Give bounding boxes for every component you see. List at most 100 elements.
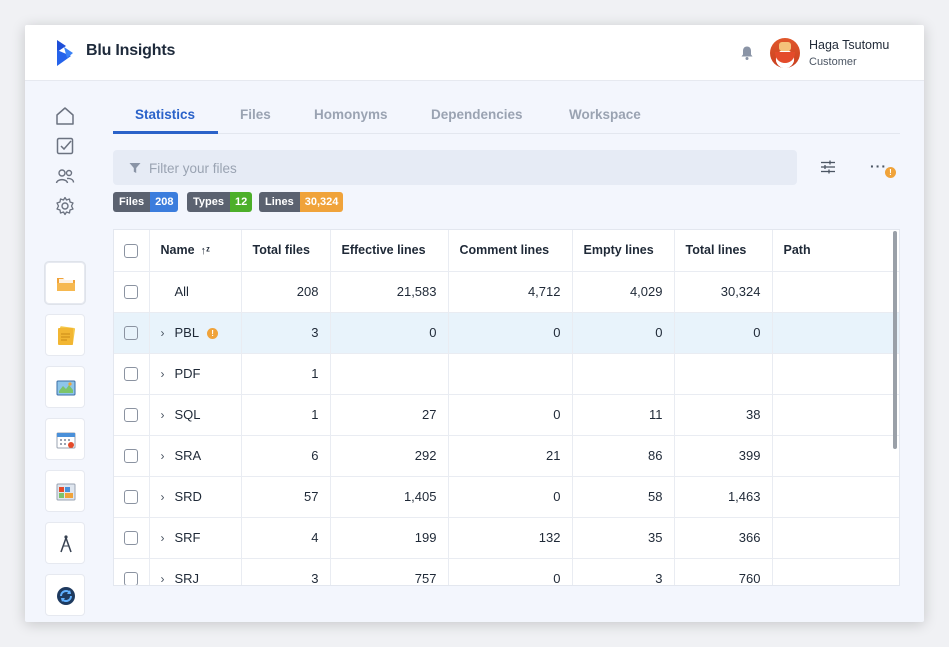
cell-effective-lines: 0 [330,312,449,354]
column-header-effective-lines[interactable]: Effective lines [330,230,449,272]
row-checkbox[interactable] [124,326,139,341]
row-name: SRD [174,489,202,504]
lines-badge-value: 30,324 [299,192,344,212]
row-checkbox[interactable] [124,449,139,464]
table-row[interactable]: All 208 21,583 4,712 4,029 30,324 [114,271,899,313]
cell-total-files: 1 [241,353,331,395]
tasks-check-icon[interactable] [54,135,76,157]
filter-files-input[interactable] [149,157,749,179]
table-row[interactable]: › SRF 4 199 132 35 366 [114,517,899,559]
row-checkbox[interactable] [124,408,139,423]
chevron-right-icon[interactable]: › [160,572,165,586]
chevron-right-icon[interactable]: › [160,490,165,504]
more-warning-badge: ! [885,167,896,178]
cell-path [772,558,899,585]
filter-settings-sliders-icon[interactable] [819,158,837,176]
column-header-empty-lines[interactable]: Empty lines [572,230,675,272]
top-header: Blu Insights Haga Tsutomu Customer [25,25,924,81]
cell-total-lines: 38 [674,394,773,436]
app-tile-calendar[interactable] [45,418,85,460]
cell-comment-lines: 21 [448,435,573,477]
tab-dependencies[interactable]: Dependencies [431,107,523,122]
tab-workspace[interactable]: Workspace [569,107,641,122]
chevron-right-icon[interactable]: › [160,449,165,463]
cell-empty-lines [572,353,675,395]
table-scrollbar[interactable] [893,231,897,449]
home-icon[interactable] [54,105,76,127]
blu-insights-logo-icon[interactable] [55,39,77,67]
cell-empty-lines: 4,029 [572,271,675,313]
tab-statistics[interactable]: Statistics [135,107,196,122]
cell-empty-lines: 35 [572,517,675,559]
app-tile-dashboard[interactable] [45,470,85,512]
cell-comment-lines: 0 [448,558,573,585]
cell-effective-lines: 21,583 [330,271,449,313]
tab-homonyms[interactable]: Homonyms [314,107,388,122]
app-tile-map[interactable] [45,366,85,408]
row-name: SRJ [174,571,200,586]
chevron-right-icon[interactable]: › [160,367,165,381]
cell-effective-lines: 27 [330,394,449,436]
column-header-total-files[interactable]: Total files [241,230,331,272]
settings-gear-icon[interactable] [54,195,76,217]
row-checkbox[interactable] [124,285,139,300]
types-badge-value: 12 [229,192,253,212]
app-tile-sync[interactable] [45,574,85,616]
tab-files[interactable]: Files [240,107,271,122]
row-select-cell [114,271,150,313]
warning-icon[interactable]: ! [207,328,219,339]
cell-total-lines: 760 [674,558,773,585]
cell-effective-lines: 292 [330,435,449,477]
cell-comment-lines: 132 [448,517,573,559]
cell-empty-lines: 11 [572,394,675,436]
cell-path [772,353,899,395]
more-dots-icon: ··· [870,158,887,174]
lines-badge-label: Lines of code [259,192,300,212]
row-select-cell [114,312,150,354]
row-checkbox[interactable] [124,490,139,505]
chevron-right-icon[interactable]: › [160,531,165,545]
avatar-bowl [775,52,795,63]
table-row[interactable]: › PDF 1 [114,353,899,395]
cell-empty-lines: 0 [572,312,675,354]
row-select-cell [114,353,150,395]
row-checkbox[interactable] [124,531,139,546]
column-header-name[interactable]: Name ↑ᶻ [149,230,242,272]
row-select-cell [114,517,150,559]
row-checkbox[interactable] [124,572,139,585]
app-tile-folder[interactable] [45,262,85,304]
cell-empty-lines: 86 [572,435,675,477]
cell-path [772,312,899,354]
select-all-checkbox[interactable] [124,243,139,258]
files-badge-label: Files [113,192,151,212]
notification-bell-icon[interactable] [739,45,755,61]
chevron-right-icon[interactable]: › [160,326,165,340]
row-checkbox[interactable] [124,367,139,382]
cell-name: All [149,271,242,313]
table-row[interactable]: › SQL 1 27 0 11 38 [114,394,899,436]
column-header-comment-lines[interactable]: Comment lines [448,230,573,272]
table-row[interactable]: › SRJ 3 757 0 3 760 [114,558,899,586]
column-header-path[interactable]: Path [772,230,899,272]
table-row[interactable]: › SRA 6 292 21 86 399 [114,435,899,477]
table-row[interactable]: › PBL! 3 0 0 0 0 [114,312,899,354]
users-icon[interactable] [54,165,76,187]
cell-path [772,394,899,436]
column-header-total-lines[interactable]: Total lines [674,230,773,272]
cell-empty-lines: 3 [572,558,675,585]
app-tile-notes[interactable] [45,314,85,356]
cell-name: › SRF [149,517,242,559]
more-options-button[interactable]: ··· ! [868,158,898,178]
chevron-right-icon[interactable]: › [160,408,165,422]
active-tab-indicator [113,131,218,134]
app-tile-compass[interactable] [45,522,85,564]
table-row[interactable]: › SRD 57 1,405 0 58 1,463 [114,476,899,518]
cell-path [772,517,899,559]
sort-az-icon[interactable]: ↑ᶻ [200,245,211,258]
avatar-steam [779,42,791,51]
cell-name: › SRJ [149,558,242,586]
user-avatar[interactable] [770,38,800,68]
cell-effective-lines [330,353,449,395]
row-name: PDF [174,366,201,381]
row-select-cell [114,558,150,585]
